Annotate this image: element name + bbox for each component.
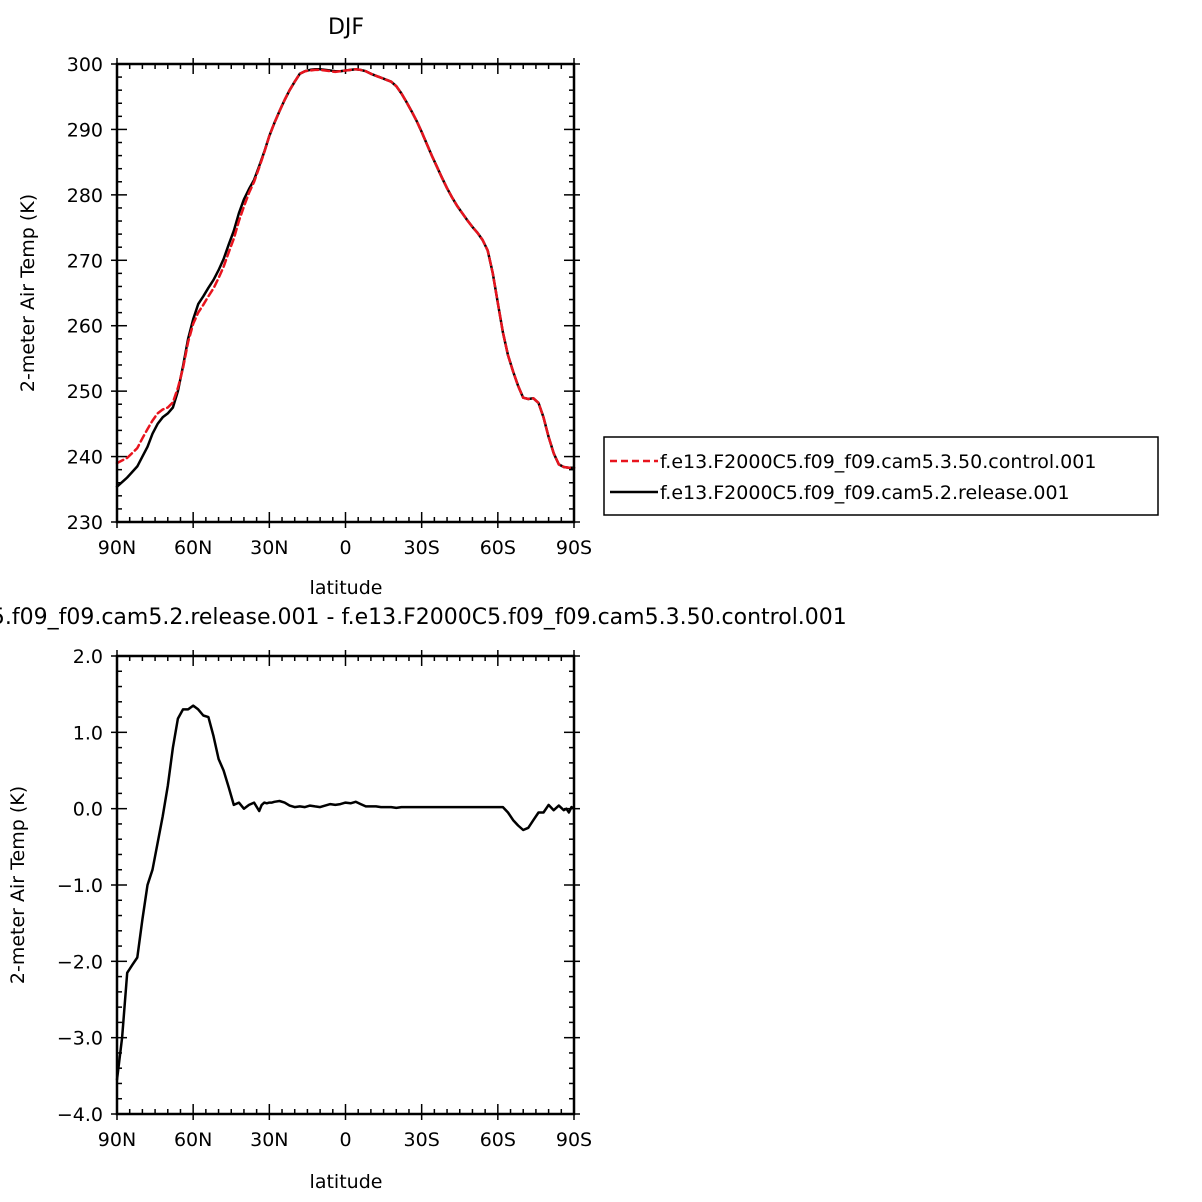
x-tick-label: 90S (556, 1129, 592, 1151)
y-tick-label: 250 (67, 381, 103, 403)
y-tick-label: 280 (67, 185, 103, 207)
difference-line (115, 704, 576, 1081)
y-tick-label: 240 (67, 447, 103, 469)
y-tick-label: 290 (67, 119, 103, 141)
x-tick-label: 90N (98, 1129, 136, 1151)
y-tick-label: 260 (67, 316, 103, 338)
series-line-release (115, 67, 576, 488)
top-panel: DJF 2-meter Air Temp (K) latitude 90N 60N… (17, 15, 592, 599)
x-tick-label: 60S (480, 537, 516, 559)
x-tick-label: 30N (250, 537, 288, 559)
y-tick-label: 1.0 (73, 722, 103, 744)
bottom-plot-frame (115, 654, 576, 1116)
x-tick-label: 90N (98, 537, 136, 559)
y-tick-label: 2.0 (73, 646, 103, 668)
top-series-group (115, 67, 576, 488)
top-plot-frame (115, 62, 576, 524)
y-tick-label: 0.0 (73, 799, 103, 821)
y-tick-label: −3.0 (57, 1028, 103, 1050)
y-tick-label: −4.0 (57, 1104, 103, 1126)
x-tick-label: 0 (339, 537, 351, 559)
top-ticks (111, 58, 580, 528)
bottom-tick-labels: 90N 60N 30N 0 30S 60S 90S −4.0 −3.0 −2.0 −1.0 0.0 1.… (57, 646, 592, 1151)
x-tick-label: 60N (174, 1129, 212, 1151)
y-tick-label: 270 (67, 250, 103, 272)
x-tick-label: 60N (174, 537, 212, 559)
top-tick-labels: 90N 60N 30N 0 30S 60S 90S 230 240 250 260 270 280 290… (67, 54, 592, 559)
legend-label-release: f.e13.F2000C5.f09_f09.cam5.2.release.001 (660, 482, 1070, 504)
y-tick-label: 230 (67, 512, 103, 534)
x-tick-label: 30N (250, 1129, 288, 1151)
y-tick-label: −2.0 (57, 951, 103, 973)
bottom-series-group (115, 704, 576, 1081)
y-tick-label: 300 (67, 54, 103, 76)
x-tick-label: 0 (339, 1129, 351, 1151)
bottom-chart-title: f.e13.F2000C5.f09_f09.cam5.2.release.001… (0, 605, 847, 630)
bottom-panel: f.e13.F2000C5.f09_f09.cam5.2.release.001… (0, 605, 847, 1193)
bottom-x-axis-title: latitude (310, 1171, 383, 1193)
top-x-axis-title: latitude (310, 577, 383, 599)
legend-box (603, 436, 1159, 516)
x-tick-label: 90S (556, 537, 592, 559)
x-tick-label: 60S (480, 1129, 516, 1151)
legend-label-control: f.e13.F2000C5.f09_f09.cam5.3.50.control.… (660, 451, 1096, 473)
bottom-ticks (111, 650, 580, 1120)
x-tick-label: 30S (404, 537, 440, 559)
top-y-axis-title: 2-meter Air Temp (K) (17, 194, 39, 392)
x-tick-label: 30S (404, 1129, 440, 1151)
legend: f.e13.F2000C5.f09_f09.cam5.3.50.control.… (603, 436, 1159, 516)
bottom-y-axis-title: 2-meter Air Temp (K) (7, 786, 29, 984)
top-chart-title: DJF (328, 15, 364, 40)
y-tick-label: −1.0 (57, 875, 103, 897)
series-line-control (115, 67, 576, 469)
